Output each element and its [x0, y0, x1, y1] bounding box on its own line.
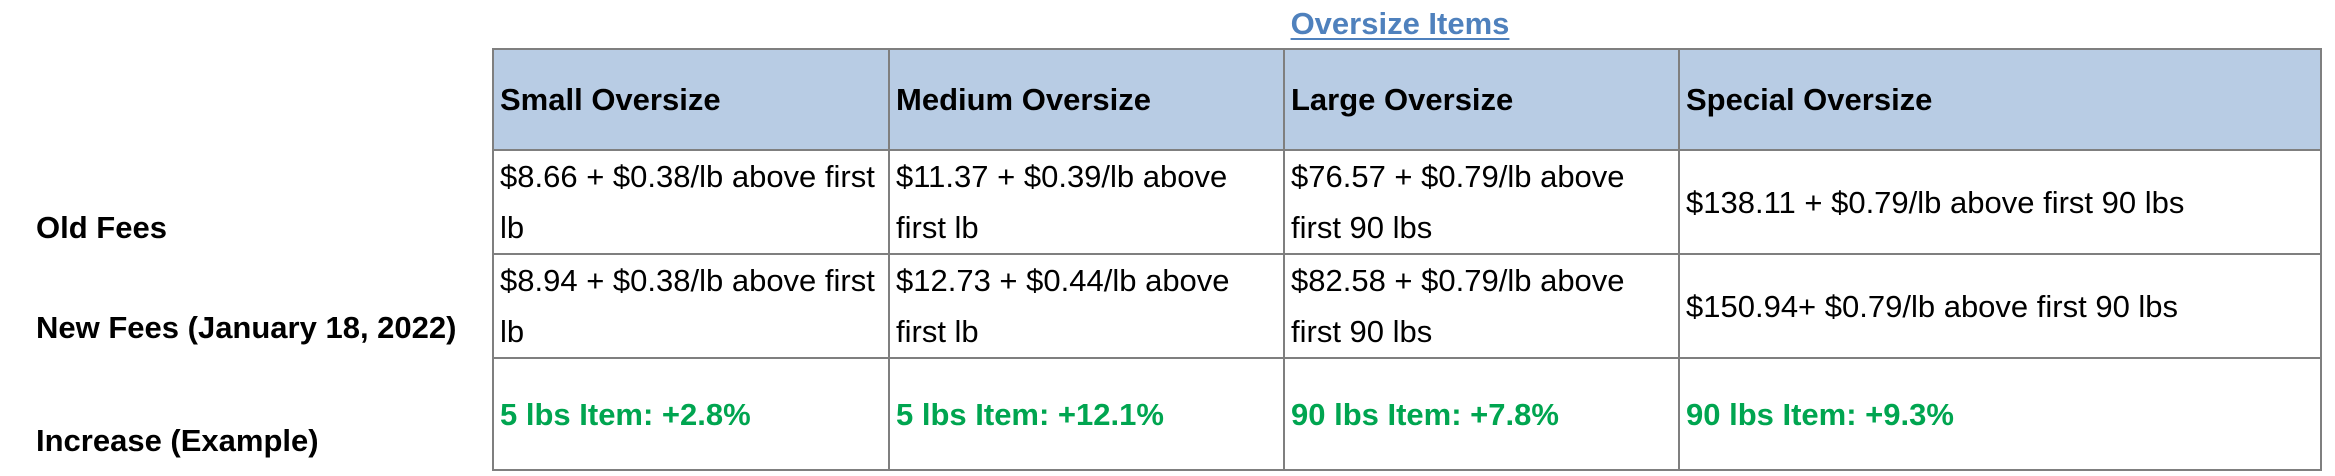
- new-fee-large: $82.58 + $0.79/lb above first 90 lbs: [1283, 253, 1680, 359]
- increase-row: 5 lbs Item: +2.8% 5 lbs Item: +12.1% 90 …: [492, 357, 2322, 471]
- new-fees-row: $8.94 + $0.38/lb above first lb $12.73 +…: [492, 253, 2322, 359]
- increase-medium: 5 lbs Item: +12.1%: [888, 357, 1285, 471]
- column-header-special-oversize: Special Oversize: [1678, 48, 2322, 151]
- column-header-large-oversize: Large Oversize: [1283, 48, 1680, 151]
- row-label-new-fees: New Fees (January 18, 2022): [36, 310, 457, 345]
- increase-large: 90 lbs Item: +7.8%: [1283, 357, 1680, 471]
- row-label-old-fees: Old Fees: [36, 210, 167, 245]
- section-title: Oversize Items: [1290, 6, 1510, 41]
- old-fees-row: $8.66 + $0.38/lb above first lb $11.37 +…: [492, 149, 2322, 255]
- header-row: Small Oversize Medium Oversize Large Ove…: [492, 48, 2322, 151]
- increase-small: 5 lbs Item: +2.8%: [492, 357, 890, 471]
- increase-special: 90 lbs Item: +9.3%: [1678, 357, 2322, 471]
- old-fee-small: $8.66 + $0.38/lb above first lb: [492, 149, 890, 255]
- old-fee-medium: $11.37 + $0.39/lb above first lb: [888, 149, 1285, 255]
- new-fee-special: $150.94+ $0.79/lb above first 90 lbs: [1678, 253, 2322, 359]
- new-fee-medium: $12.73 + $0.44/lb above first lb: [888, 253, 1285, 359]
- oversize-fee-table: Small Oversize Medium Oversize Large Ove…: [492, 48, 2322, 471]
- new-fee-small: $8.94 + $0.38/lb above first lb: [492, 253, 890, 359]
- old-fee-large: $76.57 + $0.79/lb above first 90 lbs: [1283, 149, 1680, 255]
- old-fee-special: $138.11 + $0.79/lb above first 90 lbs: [1678, 149, 2322, 255]
- column-header-small-oversize: Small Oversize: [492, 48, 890, 151]
- row-label-increase: Increase (Example): [36, 423, 319, 458]
- column-header-medium-oversize: Medium Oversize: [888, 48, 1285, 151]
